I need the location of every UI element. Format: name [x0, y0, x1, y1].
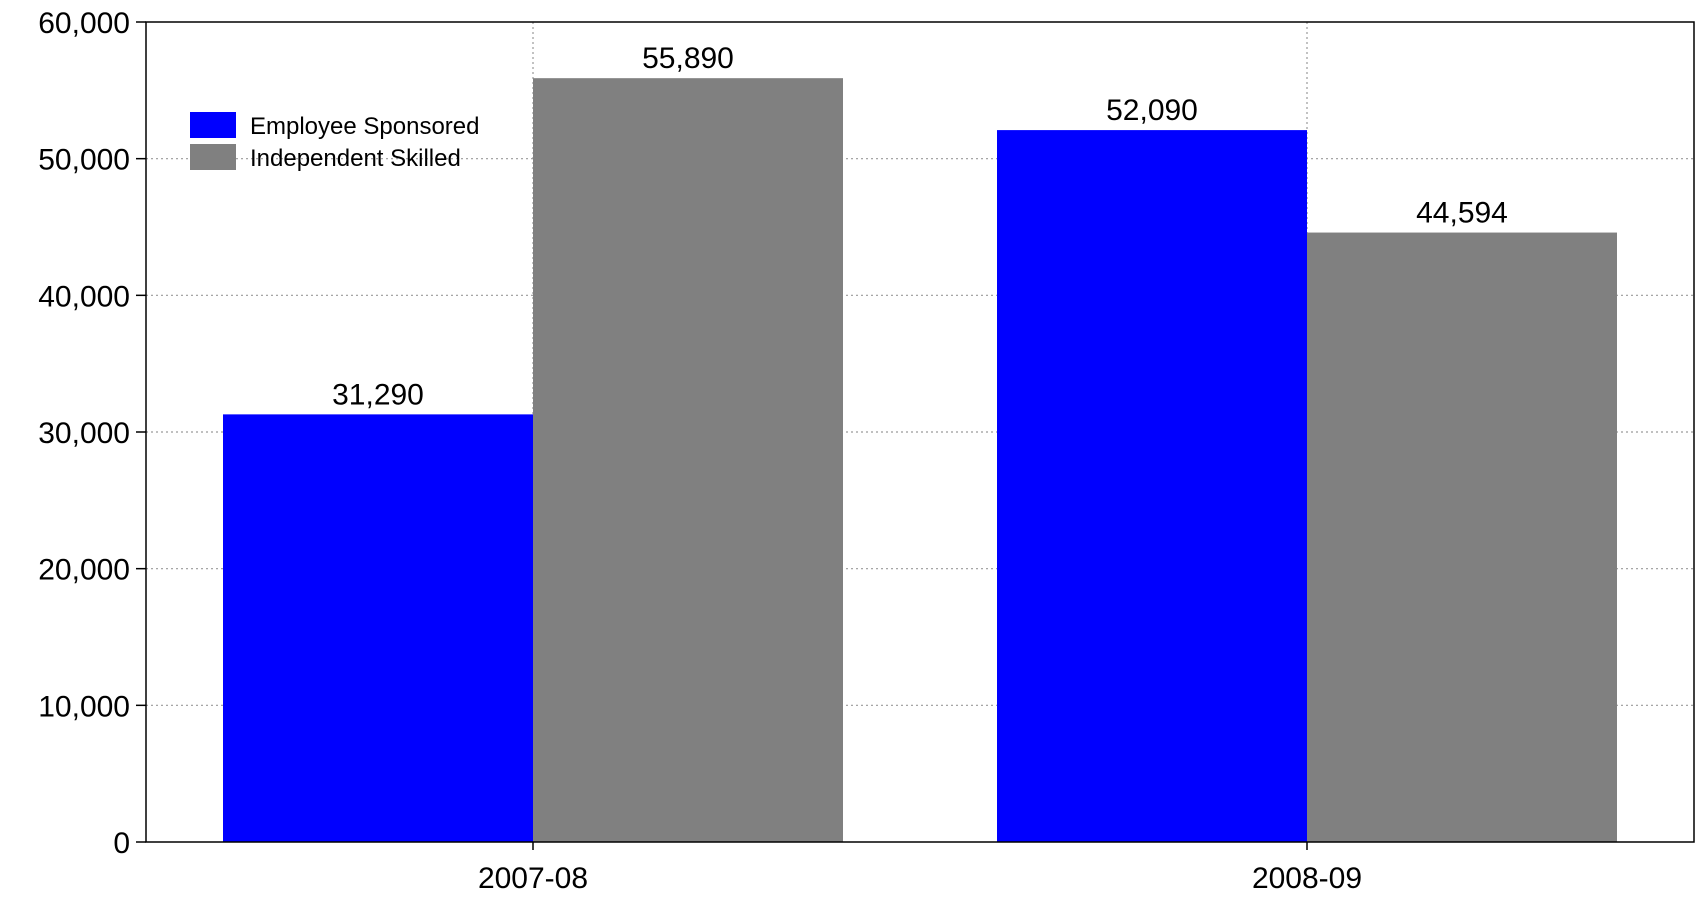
bar-employee-sponsored — [997, 130, 1307, 842]
axes — [136, 21, 1695, 850]
bar-independent-skilled — [533, 78, 843, 843]
y-tick-label: 50,000 — [38, 144, 130, 177]
bar-independent-skilled — [1307, 232, 1617, 843]
x-tick-label: 2008-09 — [1252, 862, 1362, 895]
data-label: 44,594 — [1416, 197, 1508, 230]
labels: 0 10,000 20,000 30,000 40,000 50,000 60,000 31,… — [38, 7, 1508, 895]
y-tick-label: 30,000 — [38, 417, 130, 450]
x-tick-label: 2007-08 — [478, 862, 588, 895]
y-tick-label: 40,000 — [38, 280, 130, 313]
y-tick-label: 20,000 — [38, 554, 130, 587]
legend-swatch — [190, 112, 236, 138]
bars — [223, 78, 1617, 843]
legend-label: Employee Sponsored — [250, 113, 479, 140]
y-tick-label: 60,000 — [38, 7, 130, 40]
legend-label: Independent Skilled — [250, 145, 461, 172]
y-tick-label: 0 — [113, 827, 130, 860]
data-label: 55,890 — [642, 42, 734, 75]
legend-swatch — [190, 144, 236, 170]
y-tick-label: 10,000 — [38, 690, 130, 723]
legend: Employee Sponsored Independent Skilled — [190, 112, 479, 172]
data-label: 31,290 — [332, 378, 424, 411]
bar-employee-sponsored — [223, 414, 533, 842]
data-label: 52,090 — [1106, 94, 1198, 127]
plot-frame — [145, 21, 1695, 843]
